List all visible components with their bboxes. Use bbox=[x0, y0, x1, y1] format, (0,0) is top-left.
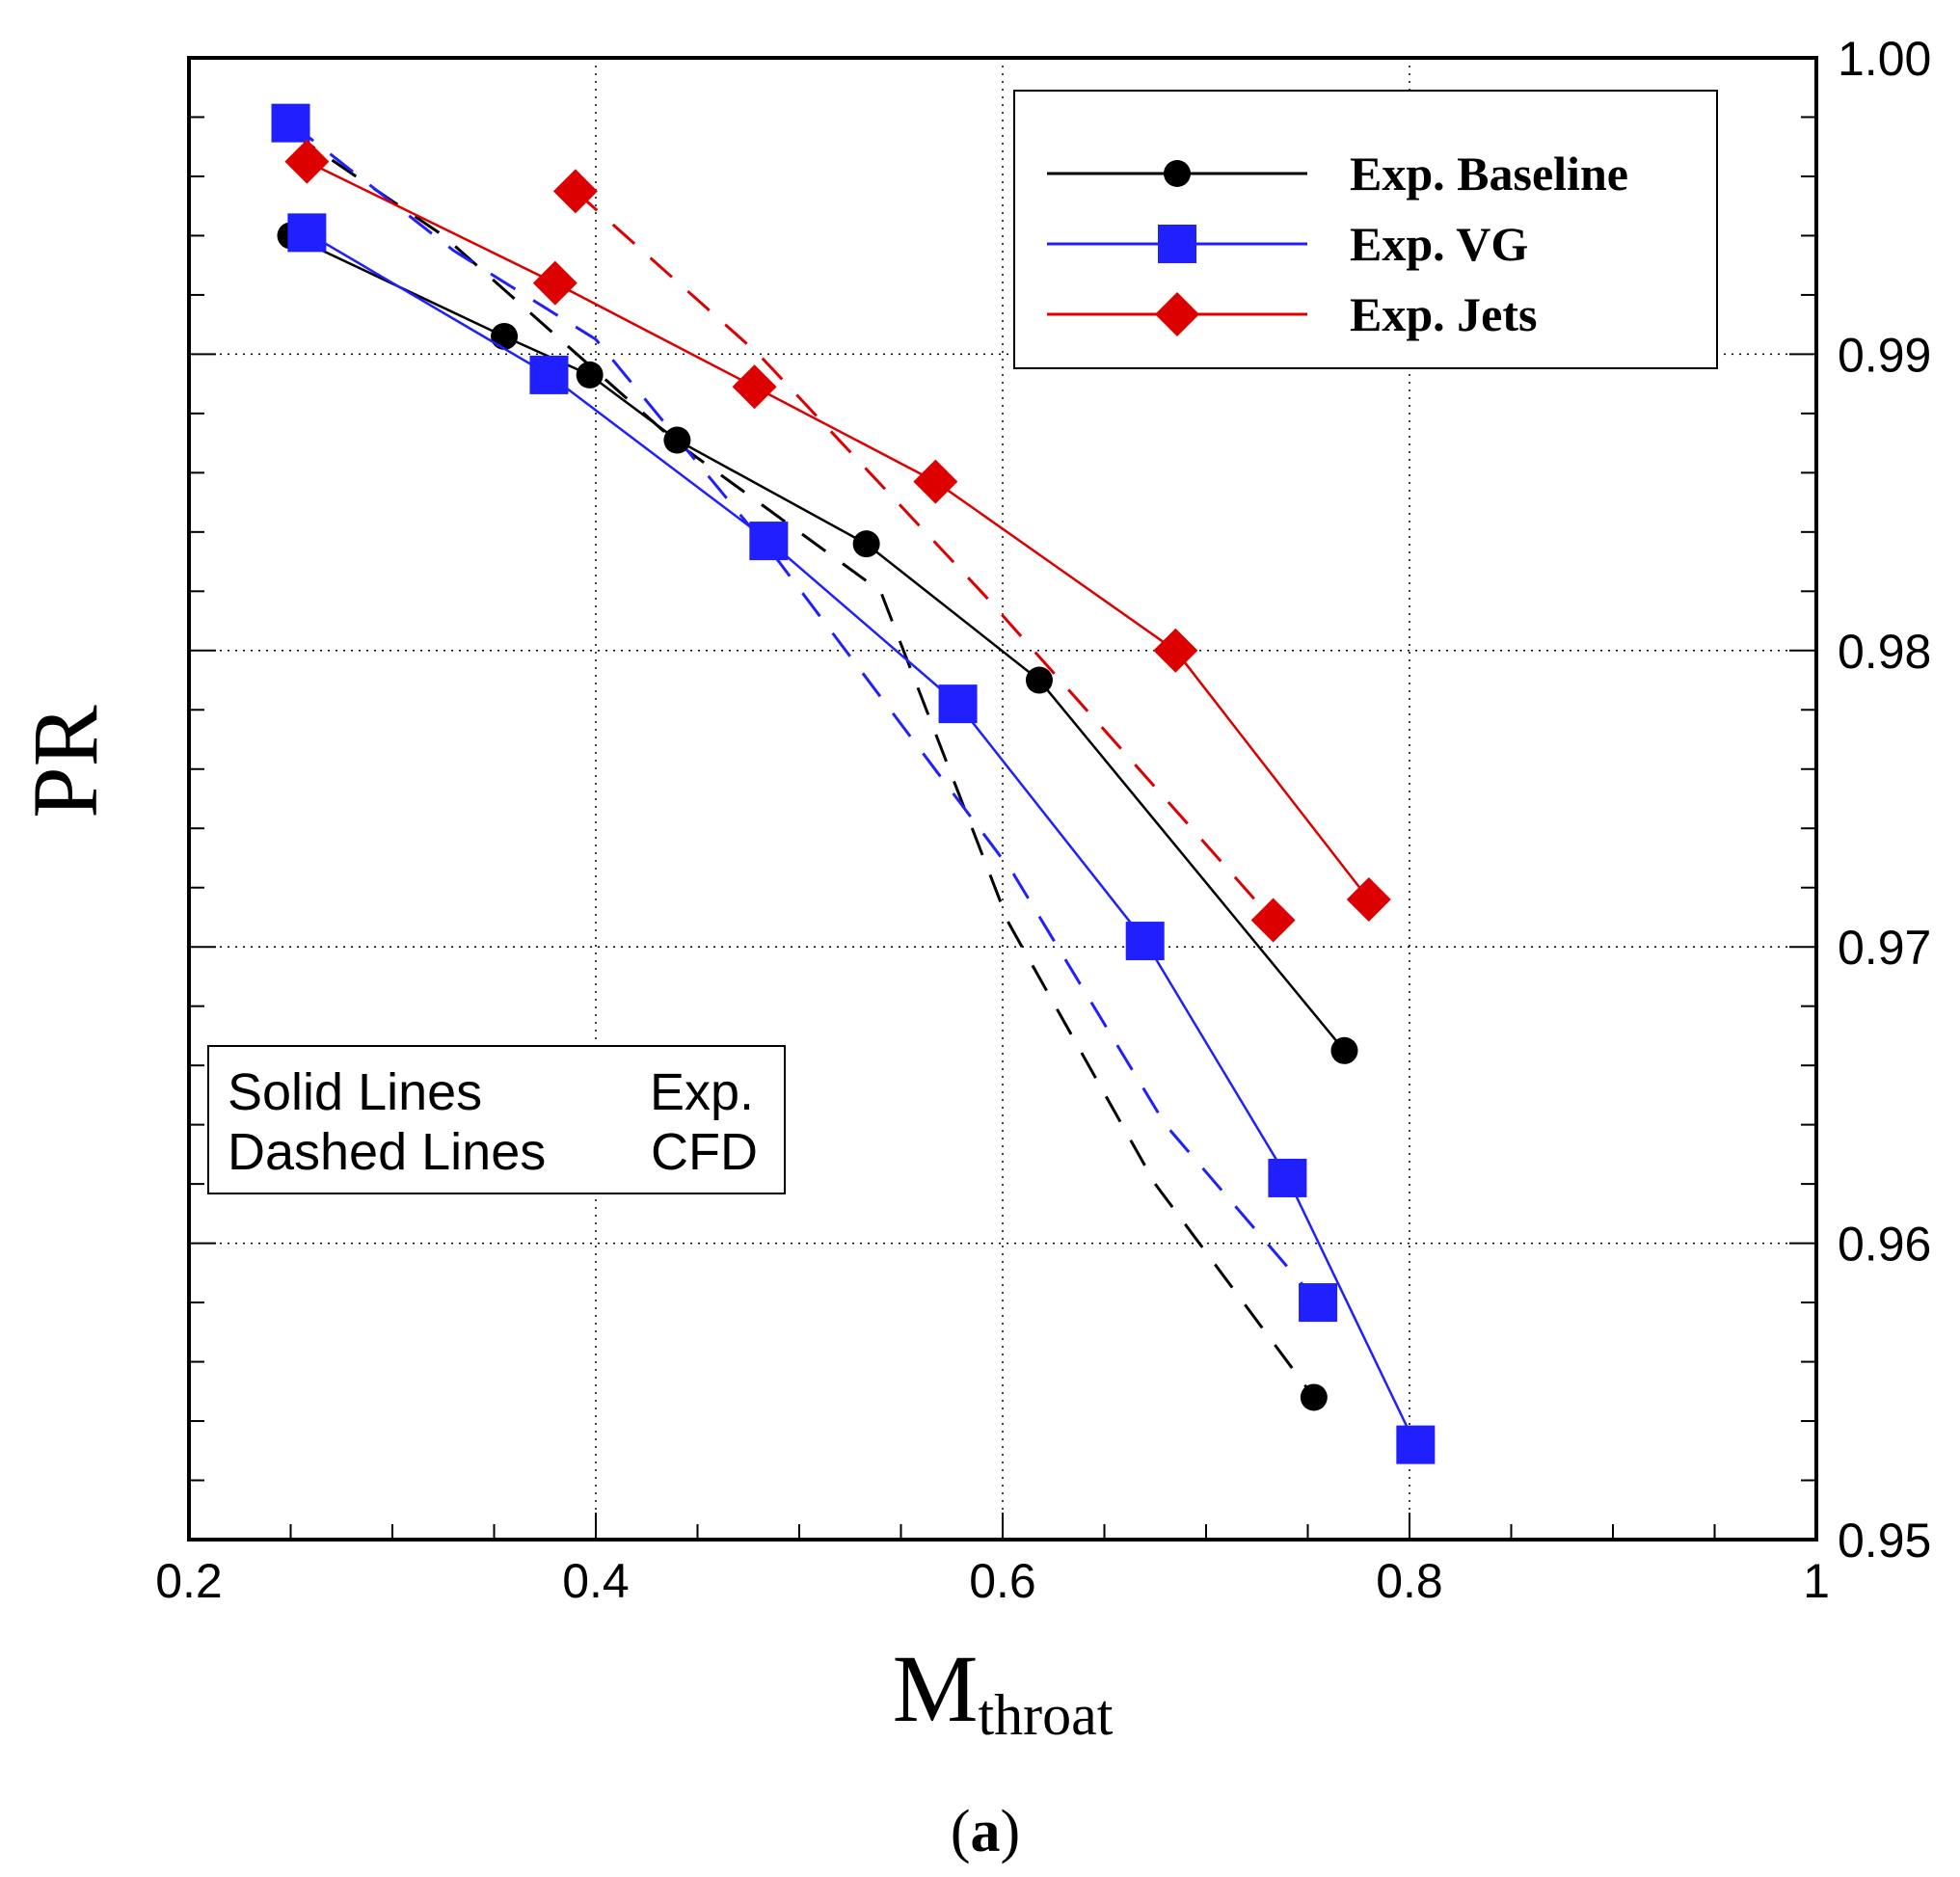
caption-close: ) bbox=[1001, 1799, 1021, 1864]
legend-entry: Exp. VG bbox=[1047, 217, 1528, 271]
data-point bbox=[1125, 922, 1165, 961]
y-tick-label: 0.98 bbox=[1838, 625, 1931, 679]
y-tick-label: 0.96 bbox=[1838, 1218, 1931, 1272]
note-dashed-lines: Dashed Lines bbox=[228, 1123, 546, 1181]
y-tick-label: 0.99 bbox=[1838, 328, 1931, 382]
series-cfd-baseline bbox=[289, 130, 1328, 1411]
x-tick-label: 0.4 bbox=[562, 1554, 630, 1608]
series-group bbox=[271, 103, 1436, 1464]
data-point bbox=[749, 522, 789, 561]
plot-frame bbox=[187, 56, 1818, 1542]
data-point bbox=[852, 530, 880, 558]
y-tick-label: 0.97 bbox=[1838, 921, 1931, 975]
data-point bbox=[1330, 1036, 1358, 1064]
series-line bbox=[289, 130, 1316, 1399]
data-point bbox=[271, 103, 310, 143]
note-exp: Exp. bbox=[650, 1063, 754, 1121]
y-tick-label: 0.95 bbox=[1838, 1514, 1931, 1568]
data-point bbox=[576, 361, 604, 389]
data-point bbox=[1396, 1425, 1436, 1464]
data-point bbox=[284, 139, 330, 184]
legend-label: Exp. Baseline bbox=[1350, 147, 1628, 201]
figure-caption: (a) bbox=[951, 1799, 1020, 1864]
x-tick-label: 0.8 bbox=[1376, 1554, 1443, 1608]
legend: Exp. Baseline Exp. VG Exp. Jets bbox=[1013, 90, 1718, 369]
note-box bbox=[207, 1045, 786, 1194]
series-exp-jets bbox=[284, 139, 1391, 923]
data-point bbox=[1153, 628, 1198, 673]
legend-marker bbox=[1155, 292, 1199, 336]
legend-entry: Exp. Jets bbox=[1047, 287, 1537, 341]
data-point bbox=[1268, 1158, 1307, 1197]
data-point bbox=[529, 355, 569, 394]
legend-entry: Exp. Baseline bbox=[1047, 147, 1628, 201]
legend-label: Exp. VG bbox=[1350, 217, 1528, 271]
data-point bbox=[1250, 898, 1296, 943]
note-solid-lines: Solid Lines bbox=[228, 1063, 482, 1121]
series-cfd-vg bbox=[271, 103, 1338, 1323]
series-line bbox=[306, 231, 1417, 1446]
legend-marker bbox=[1158, 225, 1196, 263]
x-tick-label: 0.2 bbox=[155, 1554, 223, 1608]
series-cfd-jets bbox=[552, 169, 1296, 943]
data-point bbox=[1346, 877, 1391, 923]
x-tick-label: 0.6 bbox=[969, 1554, 1036, 1608]
data-point bbox=[287, 213, 327, 253]
data-point bbox=[532, 260, 577, 306]
x-axis-title-subscript: throat bbox=[978, 1683, 1113, 1747]
tick-labels: 0.2 0.4 0.6 0.8 10.95 0.96 0.97 0.98 0.99 1.00 bbox=[155, 32, 1931, 1608]
series-line bbox=[306, 160, 1370, 900]
series-exp-vg bbox=[287, 213, 1436, 1464]
data-point bbox=[663, 426, 691, 454]
data-point bbox=[732, 364, 777, 410]
caption-open: ( bbox=[951, 1799, 971, 1864]
data-point bbox=[1300, 1383, 1328, 1411]
x-tick-label: 1 bbox=[1803, 1554, 1830, 1608]
series-exp-baseline bbox=[277, 222, 1358, 1064]
data-point bbox=[1299, 1283, 1338, 1323]
y-tick-label: 1.00 bbox=[1838, 32, 1931, 86]
legend-label: Exp. Jets bbox=[1350, 287, 1537, 341]
note-cfd: CFD bbox=[651, 1123, 758, 1181]
x-axis-title-main: M bbox=[893, 1635, 979, 1742]
caption-letter: a bbox=[971, 1799, 1001, 1864]
legend-box bbox=[1013, 90, 1718, 369]
series-line bbox=[289, 121, 1320, 1304]
series-line bbox=[574, 190, 1275, 922]
data-point bbox=[491, 322, 519, 350]
x-axis-title: Mthroat bbox=[893, 1635, 1114, 1747]
data-point bbox=[938, 684, 978, 724]
line-style-note: Solid Lines Exp. Dashed Lines CFD bbox=[207, 1045, 786, 1194]
data-point bbox=[552, 169, 598, 214]
data-point bbox=[913, 459, 958, 504]
y-axis-title: PR bbox=[13, 705, 117, 818]
data-point bbox=[1025, 666, 1053, 694]
legend-marker bbox=[1164, 160, 1191, 187]
